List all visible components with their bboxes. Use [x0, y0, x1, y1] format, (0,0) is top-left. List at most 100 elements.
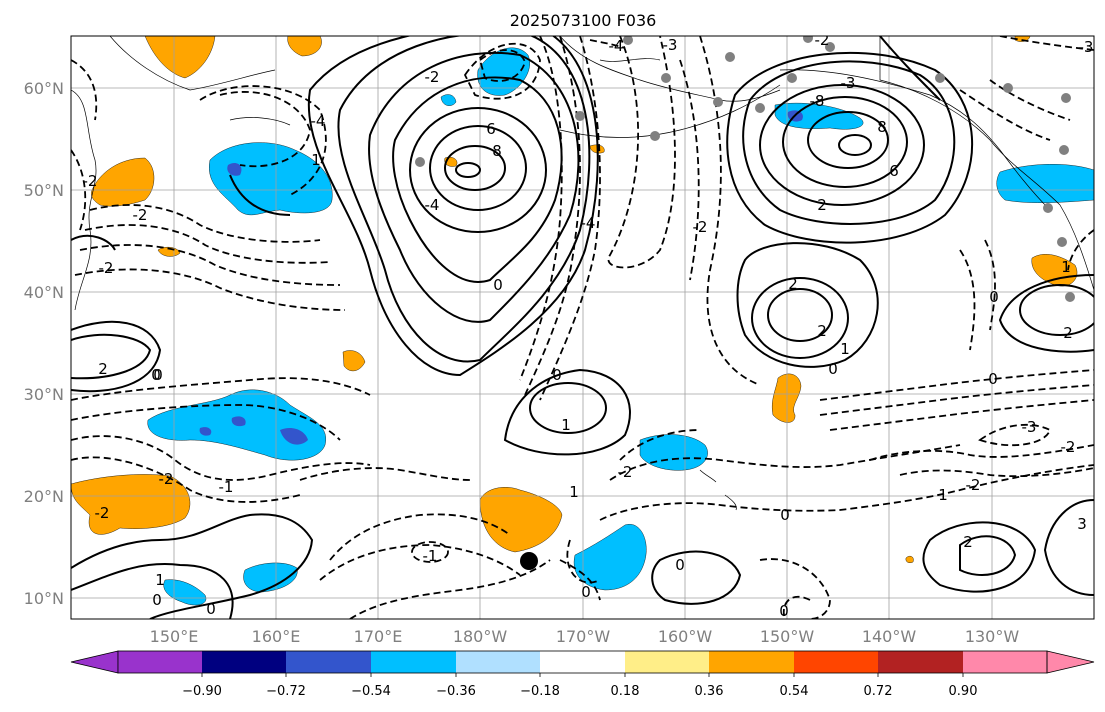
latitude-labels: 60°N 50°N 40°N 30°N 20°N 10°N: [24, 79, 64, 608]
lat-label: 10°N: [24, 589, 64, 608]
colorbar-segment: [456, 651, 540, 673]
lon-label: 170°E: [354, 627, 403, 646]
contour-label: -2: [133, 206, 148, 224]
lon-label: 170°W: [556, 627, 611, 646]
contour-label: 2: [817, 322, 827, 340]
storm-center-marker: [520, 552, 538, 570]
colorbar-tick-label: −0.54: [351, 684, 391, 699]
contour-label: -2: [1061, 438, 1076, 456]
lon-label: 140°W: [862, 627, 917, 646]
colorbar-tick-label: 0.90: [949, 684, 978, 699]
colorbar: −0.90 −0.72 −0.54 −0.36 −0.18 0.18 0.36 …: [70, 650, 1095, 699]
contour-label: 0: [151, 366, 161, 384]
colorbar-tick-label: 0.18: [611, 684, 640, 699]
lat-label: 20°N: [24, 487, 64, 506]
colorbar-max-arrow: [1046, 650, 1095, 674]
colorbar-segment: [709, 651, 794, 673]
colorbar-min-arrow: [70, 650, 119, 674]
contour-label: -2: [83, 172, 98, 190]
contour-label: 0: [552, 366, 562, 384]
lon-label: 130°W: [965, 627, 1020, 646]
negative-contours: [71, 36, 1094, 619]
colorbar-tick-label: −0.90: [182, 684, 222, 699]
contour-label: 2: [963, 533, 973, 551]
contour-label: -8: [810, 92, 825, 110]
gridlines: [71, 36, 1094, 619]
contour-label: 0: [493, 276, 503, 294]
contour-label: -2: [159, 470, 174, 488]
contour-label: 2: [98, 360, 108, 378]
lat-label: 30°N: [24, 385, 64, 404]
contour-label: 0: [675, 556, 685, 574]
contour-label: -4: [581, 214, 596, 232]
lat-label: 40°N: [24, 283, 64, 302]
contour-labels: -2 6 8 -4 0 -8 8 6 2 2 2 1 0 0 1 -3 -4 -…: [83, 31, 1094, 620]
colorbar-tick-label: 0.36: [695, 684, 724, 699]
map-title: 2025073100 F036: [510, 11, 657, 30]
contour-label: -4: [609, 37, 624, 55]
colorbar-segment: [625, 651, 709, 673]
colorbar-tick-label: −0.36: [436, 684, 476, 699]
contour-label: -1: [219, 478, 234, 496]
lon-label: 160°W: [658, 627, 713, 646]
contour-label: 8: [877, 118, 887, 136]
contour-label: 6: [486, 120, 496, 138]
contour-label: -3: [1022, 418, 1037, 436]
positive-anomaly-shading: [71, 36, 1078, 563]
contour-label: 2: [1063, 324, 1073, 342]
lat-label: 50°N: [24, 181, 64, 200]
contour-label: 3: [1077, 515, 1087, 533]
colorbar-segment: [794, 651, 878, 673]
contour-label: 0: [780, 506, 790, 524]
contour-label: -2: [99, 259, 114, 277]
contour-label: 2: [788, 275, 798, 293]
contour-label: 8: [492, 142, 502, 160]
colorbar-tick-label: −0.18: [520, 684, 560, 699]
lon-label: 160°E: [252, 627, 301, 646]
contour-label: 1: [569, 483, 579, 501]
contour-label: 0: [988, 370, 998, 388]
contour-label: 6: [889, 162, 899, 180]
contour-label: 2: [817, 196, 827, 214]
contour-label: 1: [840, 340, 850, 358]
contour-label: -4: [425, 196, 440, 214]
coastlines: [71, 36, 1094, 511]
contour-label: 0: [206, 600, 216, 618]
longitude-labels: 150°E 160°E 170°E 180°W 170°W 160°W 150°…: [150, 627, 1020, 646]
contour-label: 1: [311, 151, 321, 169]
contour-label: -2: [95, 504, 110, 522]
plot-frame: [70, 35, 1095, 620]
contour-label: -2: [425, 68, 440, 86]
station-markers: [415, 36, 1075, 302]
contour-label: -4: [311, 112, 326, 130]
contour-label: 1: [938, 486, 948, 504]
colorbar-segment: [371, 651, 456, 673]
colorbar-segment: [118, 651, 202, 673]
contour-label: -2: [693, 218, 708, 236]
colorbar-segment: [286, 651, 371, 673]
contour-label: -2: [815, 31, 830, 49]
colorbar-segment: [878, 651, 963, 673]
contour-label: 0: [581, 583, 591, 601]
lon-label: 150°E: [150, 627, 199, 646]
contour-label: 0: [152, 591, 162, 609]
negative-anomaly-shading: [147, 47, 1094, 606]
colorbar-segment: [202, 651, 286, 673]
contour-label: 0: [989, 288, 999, 306]
colorbar-tick-label: 0.54: [780, 684, 809, 699]
positive-contours: [71, 36, 1094, 619]
contour-label: 1: [155, 571, 165, 589]
colorbar-segment: [540, 651, 625, 673]
contour-label: -3: [1079, 38, 1094, 56]
contour-label: 1: [1061, 258, 1071, 276]
contour-label: 0: [828, 360, 838, 378]
contour-label: -3: [841, 74, 856, 92]
contour-label: 0: [153, 366, 163, 384]
contour-label: 0: [779, 602, 789, 620]
contour-label: -2: [618, 463, 633, 481]
contour-label: -1: [423, 547, 438, 565]
lon-label: 180°W: [453, 627, 508, 646]
colorbar-tick-label: −0.72: [266, 684, 306, 699]
contour-label: -3: [663, 36, 678, 54]
